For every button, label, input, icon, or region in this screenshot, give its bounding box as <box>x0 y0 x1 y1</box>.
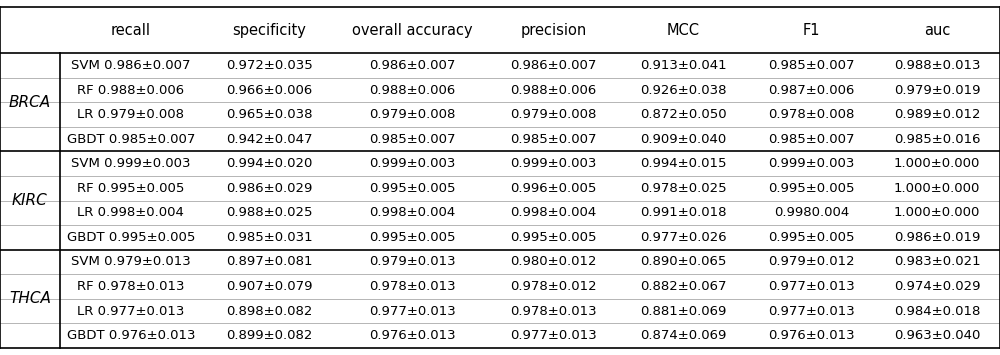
Text: 0.897±0.081: 0.897±0.081 <box>226 256 312 268</box>
Text: KIRC: KIRC <box>12 193 48 208</box>
Text: 0.976±0.013: 0.976±0.013 <box>768 329 855 342</box>
Text: 0.977±0.013: 0.977±0.013 <box>768 280 855 293</box>
Text: 0.986±0.029: 0.986±0.029 <box>226 182 312 195</box>
Text: GBDT 0.985±0.007: GBDT 0.985±0.007 <box>67 133 195 146</box>
Text: SVM 0.986±0.007: SVM 0.986±0.007 <box>71 59 191 72</box>
Text: 1.000±0.000: 1.000±0.000 <box>894 182 980 195</box>
Text: F1: F1 <box>803 23 820 38</box>
Text: 0.909±0.040: 0.909±0.040 <box>640 133 727 146</box>
Text: 0.984±0.018: 0.984±0.018 <box>894 305 980 318</box>
Text: GBDT 0.976±0.013: GBDT 0.976±0.013 <box>67 329 195 342</box>
Text: 0.898±0.082: 0.898±0.082 <box>226 305 312 318</box>
Text: 0.890±0.065: 0.890±0.065 <box>640 256 727 268</box>
Text: LR 0.979±0.008: LR 0.979±0.008 <box>77 108 184 121</box>
Text: 0.874±0.069: 0.874±0.069 <box>640 329 727 342</box>
Text: 0.979±0.012: 0.979±0.012 <box>768 256 855 268</box>
Text: 0.942±0.047: 0.942±0.047 <box>226 133 312 146</box>
Text: 0.985±0.007: 0.985±0.007 <box>369 133 456 146</box>
Text: 0.976±0.013: 0.976±0.013 <box>369 329 456 342</box>
Text: 0.881±0.069: 0.881±0.069 <box>640 305 727 318</box>
Text: 0.995±0.005: 0.995±0.005 <box>510 231 597 244</box>
Text: 0.989±0.012: 0.989±0.012 <box>894 108 980 121</box>
Text: GBDT 0.995±0.005: GBDT 0.995±0.005 <box>67 231 195 244</box>
Text: 0.882±0.067: 0.882±0.067 <box>640 280 727 293</box>
Text: 0.988±0.013: 0.988±0.013 <box>894 59 980 72</box>
Text: 0.988±0.006: 0.988±0.006 <box>510 83 597 97</box>
Text: 0.913±0.041: 0.913±0.041 <box>640 59 727 72</box>
Text: 0.999±0.003: 0.999±0.003 <box>369 157 456 170</box>
Text: 0.9980.004: 0.9980.004 <box>774 206 849 219</box>
Text: 0.988±0.025: 0.988±0.025 <box>226 206 312 219</box>
Text: 0.966±0.006: 0.966±0.006 <box>226 83 312 97</box>
Text: recall: recall <box>111 23 151 38</box>
Text: 0.972±0.035: 0.972±0.035 <box>226 59 312 72</box>
Text: 0.977±0.013: 0.977±0.013 <box>510 329 597 342</box>
Text: 0.977±0.026: 0.977±0.026 <box>640 231 727 244</box>
Text: 0.977±0.013: 0.977±0.013 <box>768 305 855 318</box>
Text: 0.979±0.013: 0.979±0.013 <box>369 256 456 268</box>
Text: 0.987±0.006: 0.987±0.006 <box>768 83 855 97</box>
Text: 0.991±0.018: 0.991±0.018 <box>640 206 727 219</box>
Text: 0.986±0.007: 0.986±0.007 <box>369 59 456 72</box>
Text: precision: precision <box>520 23 587 38</box>
Text: 0.999±0.003: 0.999±0.003 <box>768 157 855 170</box>
Text: 0.985±0.031: 0.985±0.031 <box>226 231 312 244</box>
Text: SVM 0.999±0.003: SVM 0.999±0.003 <box>71 157 191 170</box>
Text: 0.907±0.079: 0.907±0.079 <box>226 280 312 293</box>
Text: 0.986±0.007: 0.986±0.007 <box>510 59 597 72</box>
Text: 1.000±0.000: 1.000±0.000 <box>894 157 980 170</box>
Text: 0.978±0.013: 0.978±0.013 <box>369 280 456 293</box>
Text: 0.988±0.006: 0.988±0.006 <box>369 83 455 97</box>
Text: 0.926±0.038: 0.926±0.038 <box>640 83 727 97</box>
Text: 0.985±0.007: 0.985±0.007 <box>768 59 855 72</box>
Text: 0.983±0.021: 0.983±0.021 <box>894 256 980 268</box>
Text: 0.872±0.050: 0.872±0.050 <box>640 108 727 121</box>
Text: 0.994±0.020: 0.994±0.020 <box>226 157 312 170</box>
Text: SVM 0.979±0.013: SVM 0.979±0.013 <box>71 256 191 268</box>
Text: 0.979±0.019: 0.979±0.019 <box>894 83 980 97</box>
Text: auc: auc <box>924 23 950 38</box>
Text: 0.985±0.016: 0.985±0.016 <box>894 133 980 146</box>
Text: LR 0.977±0.013: LR 0.977±0.013 <box>77 305 185 318</box>
Text: 0.998±0.004: 0.998±0.004 <box>510 206 597 219</box>
Text: 1.000±0.000: 1.000±0.000 <box>894 206 980 219</box>
Text: specificity: specificity <box>232 23 306 38</box>
Text: 0.978±0.008: 0.978±0.008 <box>768 108 855 121</box>
Text: MCC: MCC <box>667 23 700 38</box>
Text: overall accuracy: overall accuracy <box>352 23 473 38</box>
Text: 0.995±0.005: 0.995±0.005 <box>768 231 855 244</box>
Text: 0.980±0.012: 0.980±0.012 <box>510 256 597 268</box>
Text: 0.899±0.082: 0.899±0.082 <box>226 329 312 342</box>
Text: 0.995±0.005: 0.995±0.005 <box>369 182 456 195</box>
Text: 0.995±0.005: 0.995±0.005 <box>369 231 456 244</box>
Text: 0.996±0.005: 0.996±0.005 <box>510 182 597 195</box>
Text: 0.994±0.015: 0.994±0.015 <box>640 157 727 170</box>
Text: 0.963±0.040: 0.963±0.040 <box>894 329 980 342</box>
Text: RF 0.995±0.005: RF 0.995±0.005 <box>77 182 185 195</box>
Text: 0.978±0.025: 0.978±0.025 <box>640 182 727 195</box>
Text: 0.978±0.013: 0.978±0.013 <box>510 305 597 318</box>
Text: 0.985±0.007: 0.985±0.007 <box>768 133 855 146</box>
Text: LR 0.998±0.004: LR 0.998±0.004 <box>77 206 184 219</box>
Text: 0.999±0.003: 0.999±0.003 <box>510 157 597 170</box>
Text: BRCA: BRCA <box>9 95 51 110</box>
Text: 0.985±0.007: 0.985±0.007 <box>510 133 597 146</box>
Text: 0.965±0.038: 0.965±0.038 <box>226 108 312 121</box>
Text: RF 0.978±0.013: RF 0.978±0.013 <box>77 280 185 293</box>
Text: 0.995±0.005: 0.995±0.005 <box>768 182 855 195</box>
Text: 0.979±0.008: 0.979±0.008 <box>369 108 456 121</box>
Text: 0.979±0.008: 0.979±0.008 <box>510 108 597 121</box>
Text: 0.978±0.012: 0.978±0.012 <box>510 280 597 293</box>
Text: 0.986±0.019: 0.986±0.019 <box>894 231 980 244</box>
Text: THCA: THCA <box>9 291 51 306</box>
Text: 0.977±0.013: 0.977±0.013 <box>369 305 456 318</box>
Text: RF 0.988±0.006: RF 0.988±0.006 <box>77 83 184 97</box>
Text: 0.998±0.004: 0.998±0.004 <box>369 206 455 219</box>
Text: 0.974±0.029: 0.974±0.029 <box>894 280 980 293</box>
